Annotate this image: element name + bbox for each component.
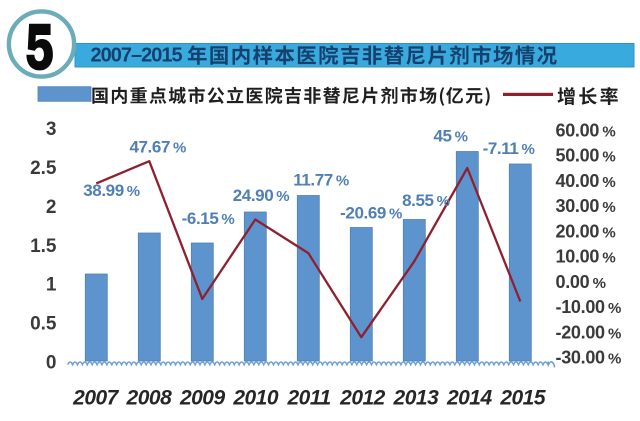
svg-text:38.99 %: 38.99 % bbox=[83, 181, 140, 200]
svg-text:11.77 %: 11.77 % bbox=[293, 171, 349, 190]
svg-text:20.00 %: 20.00 % bbox=[556, 221, 616, 241]
svg-text:0.5: 0.5 bbox=[30, 314, 57, 335]
svg-text:60.00 %: 60.00 % bbox=[556, 120, 616, 140]
svg-text:-7.11 %: -7.11 % bbox=[483, 139, 535, 158]
svg-text:-10.00 %: -10.00 % bbox=[556, 297, 622, 317]
svg-text:30.00 %: 30.00 % bbox=[556, 196, 616, 216]
svg-text:2015: 2015 bbox=[499, 387, 546, 410]
svg-text:0: 0 bbox=[46, 352, 57, 373]
svg-text:10.00 %: 10.00 % bbox=[556, 247, 616, 267]
svg-text:45 %: 45 % bbox=[433, 127, 467, 146]
svg-text:3: 3 bbox=[46, 119, 57, 140]
svg-text:-20.00 %: -20.00 % bbox=[556, 322, 622, 342]
svg-text:2008: 2008 bbox=[126, 387, 173, 410]
svg-text:2011: 2011 bbox=[287, 387, 331, 410]
svg-text:2007: 2007 bbox=[72, 387, 120, 410]
svg-text:2.5: 2.5 bbox=[30, 158, 57, 179]
svg-text:2007–2015: 2007–2015 bbox=[91, 45, 183, 67]
svg-text:40.00 %: 40.00 % bbox=[556, 171, 616, 191]
svg-text:-6.15 %: -6.15 % bbox=[182, 209, 235, 228]
svg-text:1.5: 1.5 bbox=[30, 236, 57, 257]
svg-text:0.00 %: 0.00 % bbox=[556, 272, 606, 292]
svg-text:47.67 %: 47.67 % bbox=[129, 138, 186, 157]
svg-text:2013: 2013 bbox=[393, 387, 440, 410]
svg-text:24.90 %: 24.90 % bbox=[233, 186, 290, 205]
svg-text:2012: 2012 bbox=[339, 387, 386, 410]
svg-text:2010: 2010 bbox=[232, 387, 279, 410]
svg-text:8.55 %: 8.55 % bbox=[402, 191, 450, 210]
svg-text:-30.00 %: -30.00 % bbox=[556, 348, 622, 368]
svg-text:2014: 2014 bbox=[446, 387, 493, 410]
svg-text:1: 1 bbox=[46, 275, 57, 296]
svg-text:50.00 %: 50.00 % bbox=[556, 146, 616, 166]
svg-text:2: 2 bbox=[46, 197, 57, 218]
svg-text:-20.69 %: -20.69 % bbox=[340, 204, 402, 223]
svg-text:2009: 2009 bbox=[179, 387, 226, 410]
